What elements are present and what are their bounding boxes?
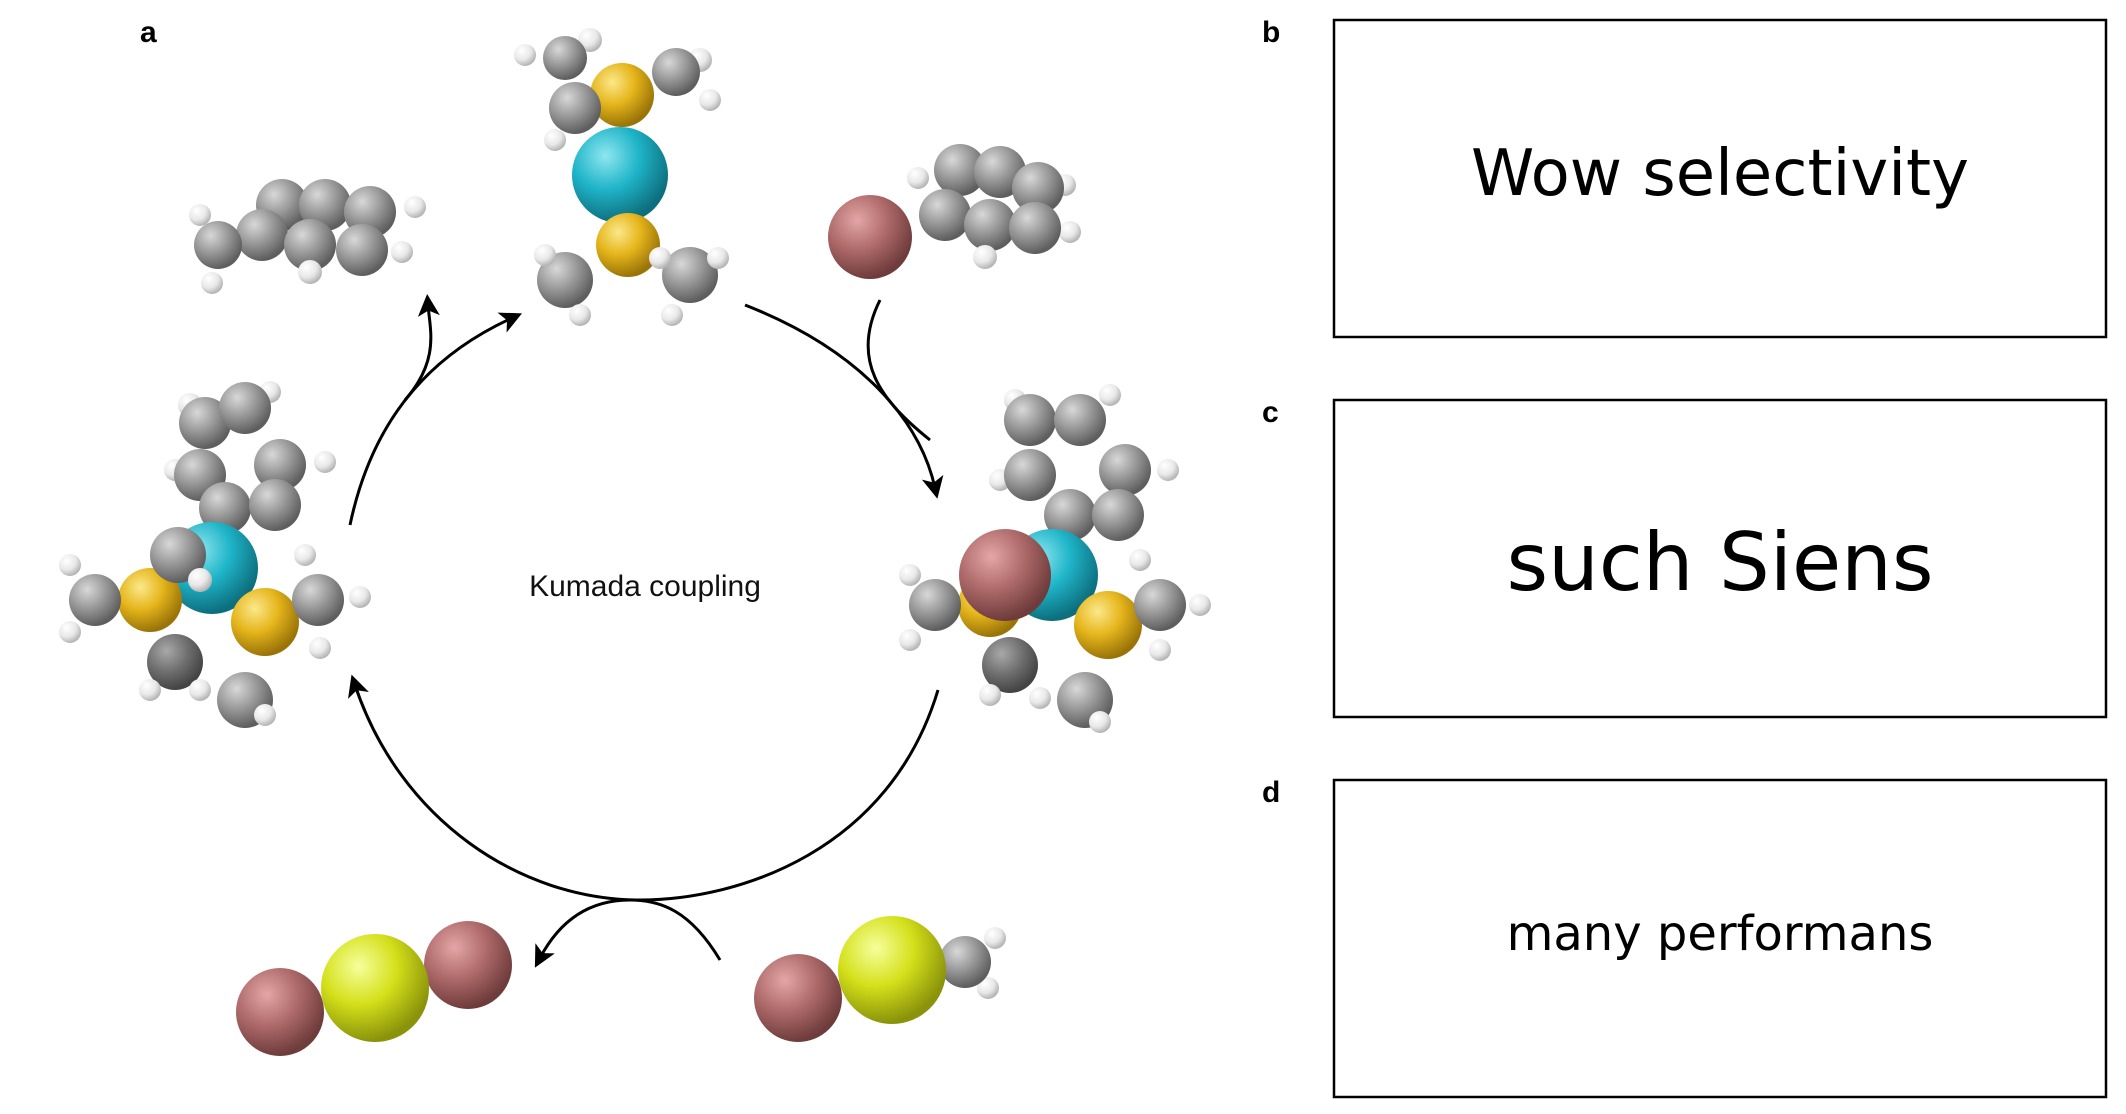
cycle-arrow-left bbox=[348, 312, 523, 526]
panel-b: Wow selectivity bbox=[1332, 18, 2108, 339]
cycle-arrow-bottom bbox=[348, 674, 940, 902]
bottom-branch-arrow bbox=[534, 898, 722, 968]
catalytic-cycle bbox=[348, 294, 944, 968]
intermediate-molecule-left bbox=[59, 381, 371, 728]
panel-d: many performans bbox=[1332, 778, 2108, 1099]
product-molecule-top-left bbox=[189, 179, 426, 294]
panel-c-box bbox=[1332, 398, 2108, 719]
panel-c-letter: c bbox=[1262, 396, 1279, 429]
salt-molecule-bottom-left bbox=[236, 921, 512, 1056]
cycle-center-label: Kumada coupling bbox=[529, 570, 761, 603]
panel-d-text: many performans bbox=[1507, 906, 1934, 962]
panel-d-box bbox=[1332, 778, 2108, 1099]
cycle-arrow-top-right bbox=[744, 303, 944, 499]
panel-a-letter: a bbox=[140, 16, 157, 49]
panel-c: such Siens bbox=[1332, 398, 2108, 719]
catalyst-molecule-top bbox=[514, 28, 729, 326]
grignard-molecule-bottom-right bbox=[754, 916, 1006, 1042]
product-exit-arrow bbox=[403, 294, 440, 401]
panel-b-box bbox=[1332, 18, 2108, 339]
panel-d-letter: d bbox=[1262, 776, 1280, 809]
panel-b-letter: b bbox=[1262, 16, 1280, 49]
panel-c-text: such Siens bbox=[1506, 516, 1933, 609]
intermediate-molecule-right bbox=[899, 384, 1211, 733]
substrate-molecule-top-right bbox=[828, 144, 1081, 279]
substrate-entry-arrow bbox=[866, 299, 931, 442]
panel-b-text: Wow selectivity bbox=[1471, 137, 1969, 211]
